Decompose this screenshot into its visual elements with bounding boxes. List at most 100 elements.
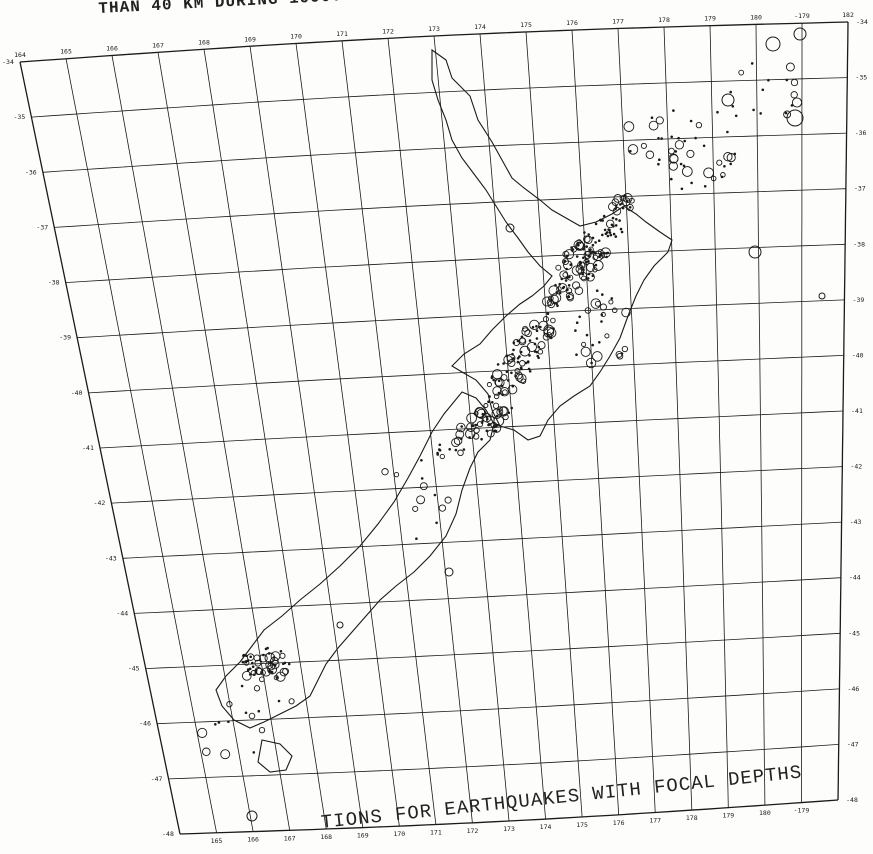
earthquake-dot [588,248,592,252]
parallel-line [111,466,843,504]
latitude-label-left: -36 [25,168,37,176]
earthquake-dot [608,231,612,234]
earthquake-circle [645,150,655,160]
earthquake-dot [471,424,474,427]
earthquake-circle [264,652,276,664]
earthquake-dot [680,187,684,191]
earthquake-dot [752,108,755,112]
earthquake-circle [621,197,631,207]
earthquake-circle [627,144,639,155]
earthquake-dot [586,277,590,280]
latitude-label-left: -34 [2,58,14,66]
longitude-label-top: 167 [152,41,164,49]
latitude-label-left: -45 [128,665,140,673]
earthquake-circle [253,685,261,692]
earthquake-dot [614,204,618,208]
earthquake-dot [501,393,504,396]
earthquake-circle [585,357,597,369]
earthquake-dot [505,370,509,374]
earthquake-dot [448,448,452,451]
earthquake-dot [510,371,513,375]
earthquake-circle [476,408,487,419]
earthquake-dot [581,272,585,276]
earthquake-circle [476,421,484,428]
earthquake-circle [748,245,762,259]
earthquake-circle [270,651,281,661]
earthquake-dot [585,245,588,248]
earthquake-dot [603,228,607,232]
earthquake-dot [282,662,285,665]
parallel-line [31,77,848,118]
earthquake-dot [586,260,590,263]
earthquake-dot [460,437,463,441]
earthquake-circle [492,402,500,409]
earthquake-circle [492,386,502,396]
earthquake-dot [594,222,598,226]
earthquake-dot [487,400,490,404]
earthquake-circle [738,69,745,76]
earthquake-circle [599,303,607,311]
earthquake-dot [436,451,439,455]
parallel-line [122,521,842,559]
earthquake-circle [790,78,799,87]
earthquake-circle [576,241,585,251]
earthquake-circle [613,194,623,203]
earthquake-circle [558,283,568,293]
earthquake-dot [578,315,581,319]
earthquake-dot [591,343,594,347]
earthquake-circle [226,701,233,708]
earthquake-dot [604,232,608,236]
earthquake-dot [558,291,562,295]
earthquake-circle [564,249,575,260]
earthquake-dot [549,336,553,340]
earthquake-dot [761,88,765,92]
earthquake-circle [640,142,647,149]
earthquake-dot [240,684,244,688]
parallel-line [65,243,846,283]
earthquake-dot [539,325,542,329]
earthquake-dot [672,109,675,112]
latitude-label-right: -38 [853,240,865,248]
earthquake-dot [690,181,693,185]
longitude-label-bottom: 175 [576,821,588,829]
latitude-label-right: -45 [848,629,860,637]
earthquake-dot [614,224,618,227]
earthquake-dot [784,111,788,115]
earthquake-dot [227,720,230,723]
earthquake-circle [716,159,723,166]
earthquake-circle [600,312,606,318]
earthquake-dot [660,137,663,140]
earthquake-dot [244,660,248,664]
earthquake-dot [500,384,504,388]
earthquake-dot [527,367,531,371]
earthquake-dot [518,355,521,358]
earthquake-circle [514,368,521,374]
earthquake-dot [591,236,595,240]
latitude-label-left: -37 [36,223,48,231]
earthquake-circle [438,504,447,512]
longitude-label-bottom: 167 [284,834,296,842]
earthquake-dot [578,260,582,264]
earthquake-dot [420,477,424,480]
parallel-line [134,577,841,614]
latitude-label-left: -48 [162,830,174,838]
earthquake-circle [555,264,562,271]
earthquake-dot [497,391,501,395]
earthquake-dot [619,227,623,231]
earthquake-dot [600,320,603,323]
earthquake-dot [610,223,614,227]
earthquake-circle [275,671,286,682]
earthquake-circle [258,726,266,734]
earthquake-circle [537,341,546,350]
longitude-label-top: 172 [382,27,394,35]
earthquake-dot [677,136,680,140]
longitude-label-top: 175 [520,21,532,29]
earthquake-circle [581,341,587,347]
earthquake-dot [246,659,250,662]
graticule [19,21,849,835]
earthquake-circle [574,286,584,295]
earthquake-dot [670,177,673,181]
earthquake-dot [526,360,530,363]
latitude-label-left: -41 [82,444,94,452]
